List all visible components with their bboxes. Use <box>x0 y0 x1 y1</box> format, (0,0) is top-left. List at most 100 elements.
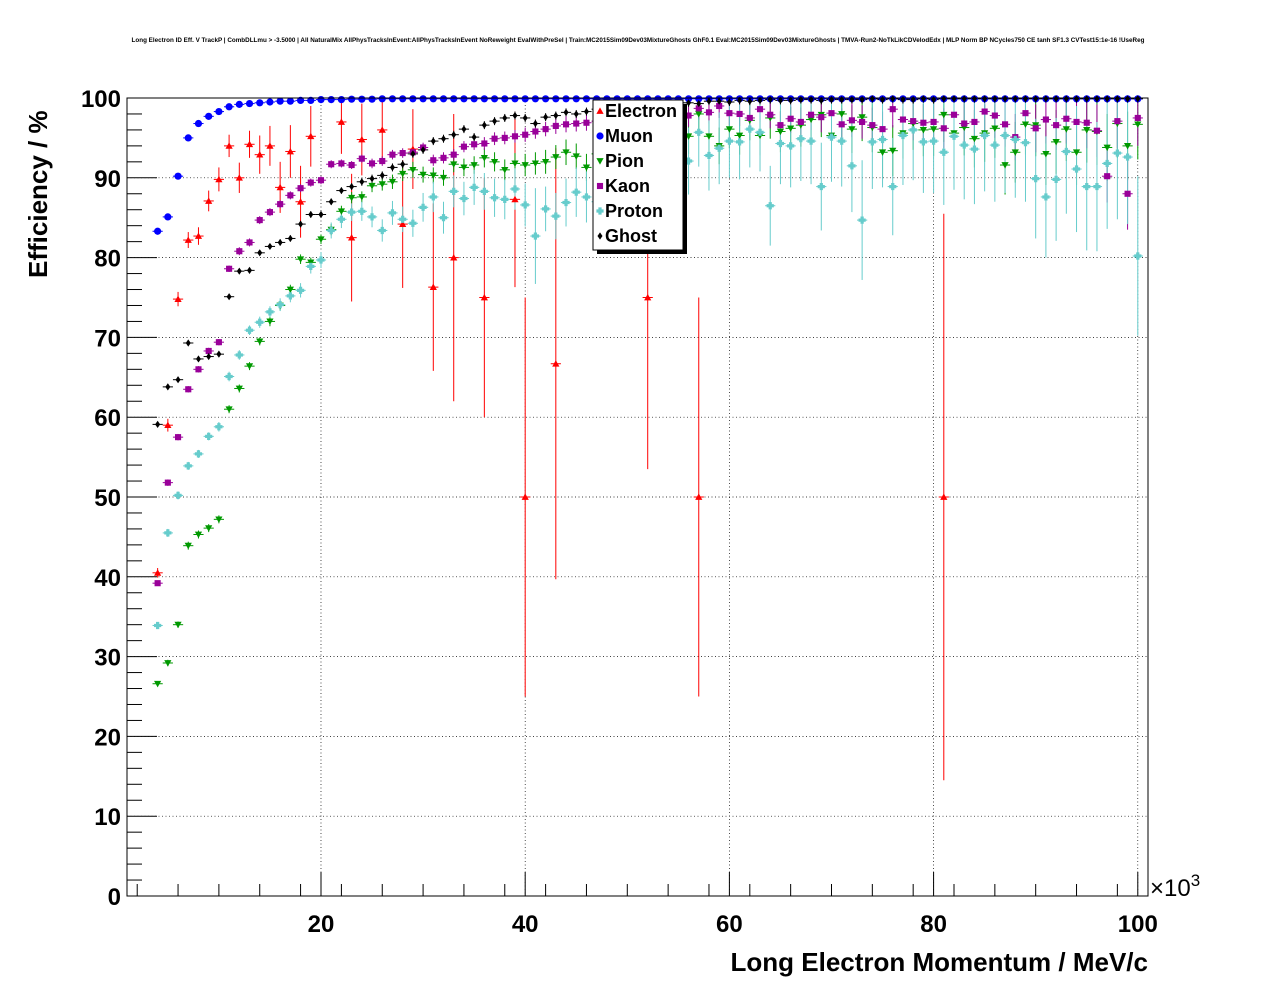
proton-point <box>256 318 264 326</box>
muon-point <box>501 95 509 103</box>
muon-point <box>256 99 264 107</box>
y-tick-label: 0 <box>108 884 121 911</box>
kaon-point <box>328 161 335 168</box>
electron-point <box>296 198 305 205</box>
proton-point <box>409 219 417 227</box>
muon-point <box>562 95 570 103</box>
proton-point <box>235 351 243 359</box>
muon-point <box>205 112 213 120</box>
muon-point <box>368 95 376 103</box>
electron-point <box>511 195 519 203</box>
pion-point <box>929 126 938 133</box>
proton-point <box>1113 149 1121 157</box>
kaon-point <box>583 119 590 126</box>
kaon-point <box>471 141 478 148</box>
x-tick-label: 80 <box>920 911 947 938</box>
proton-point <box>296 286 305 294</box>
x-axis: 20 40 60 80 100 <box>136 872 1158 938</box>
y-tick-label: 80 <box>94 246 121 273</box>
proton-point <box>736 138 744 146</box>
ghost-point <box>226 293 232 301</box>
proton-point <box>225 372 233 381</box>
legend-marker-ghost <box>597 232 603 240</box>
ghost-point <box>512 111 518 120</box>
pion-point <box>807 116 815 124</box>
electron-point <box>399 220 407 227</box>
kaon-point <box>981 108 988 115</box>
ghost-point <box>298 220 304 228</box>
muon-point <box>439 95 448 103</box>
pion-point <box>501 166 509 174</box>
ghost-point <box>920 95 926 103</box>
muon-point <box>511 95 519 103</box>
ghost-point <box>175 376 181 384</box>
y-tick-label: 70 <box>94 325 121 352</box>
proton-point <box>480 187 488 195</box>
kaon-point <box>440 154 447 161</box>
proton-point <box>827 133 836 141</box>
pion-point <box>337 208 346 215</box>
pion-point <box>399 170 407 178</box>
ghost-point <box>992 95 998 103</box>
kaon-point <box>1093 127 1101 134</box>
legend-label-pion: Pion <box>605 151 644 171</box>
kaon-point <box>1022 110 1029 117</box>
pion-point <box>409 166 417 174</box>
muon-point <box>225 103 233 111</box>
electron-point <box>235 174 243 181</box>
pion-point <box>1001 162 1009 169</box>
muon-point <box>542 95 550 103</box>
pion-point <box>429 172 437 180</box>
legend-label-kaon: Kaon <box>605 176 650 196</box>
electron-point <box>205 197 213 204</box>
proton-point <box>817 182 825 191</box>
proton-point <box>429 193 437 201</box>
proton-point <box>552 212 560 220</box>
proton-point <box>1123 153 1132 161</box>
proton-point <box>450 187 458 195</box>
y-tick-label: 20 <box>94 724 121 751</box>
muon-point <box>184 134 192 142</box>
muon-point <box>480 95 488 103</box>
kaon-point <box>879 126 886 133</box>
y-tick-label: 60 <box>94 405 121 432</box>
proton-point <box>470 183 478 191</box>
proton-point <box>266 308 274 316</box>
pion-point <box>286 286 294 294</box>
pion-point <box>878 149 887 156</box>
proton-point <box>276 301 284 309</box>
legend-marker-kaon <box>596 182 604 190</box>
pion-point <box>542 158 550 166</box>
pion-point <box>317 236 325 243</box>
electron-point <box>521 493 529 500</box>
proton-point <box>684 157 693 165</box>
ghost-point <box>757 96 763 104</box>
pion-point <box>215 516 223 523</box>
ghost-point <box>1022 95 1028 103</box>
proton-point <box>542 205 550 213</box>
ghost-point <box>206 352 212 361</box>
proton-point <box>746 125 754 133</box>
pion-point <box>776 128 785 136</box>
pion-point <box>705 133 713 140</box>
kaon-point <box>1063 115 1070 122</box>
proton-point <box>858 216 866 224</box>
ghost-point <box>195 355 201 363</box>
legend-box <box>592 99 684 251</box>
pion-point <box>889 147 897 155</box>
proton-point <box>919 138 927 146</box>
proton-point <box>848 162 856 170</box>
kaon-point <box>1002 121 1009 128</box>
proton-point <box>317 256 325 264</box>
proton-point <box>399 215 407 223</box>
proton-point <box>205 432 213 440</box>
ghost-point <box>338 186 344 195</box>
electron-point <box>256 151 264 158</box>
pion-point <box>1052 139 1060 146</box>
kaon-point <box>195 366 202 373</box>
kaon-point <box>859 118 866 125</box>
x-tick-label: 60 <box>716 911 743 938</box>
kaon-point <box>695 105 702 112</box>
pion-point <box>235 385 243 393</box>
proton-point <box>787 142 795 150</box>
